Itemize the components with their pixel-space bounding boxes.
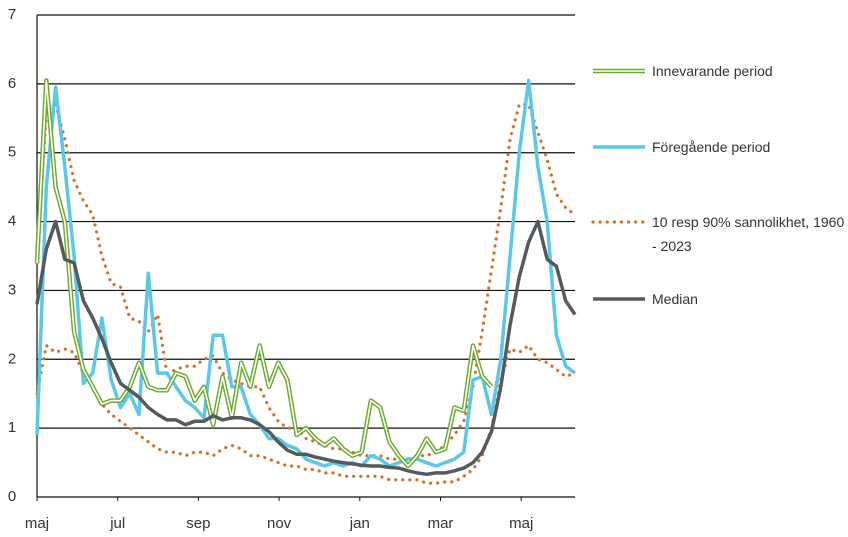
legend-label: Föregående period	[652, 139, 771, 155]
x-tick-label: mar	[428, 515, 454, 532]
y-tick-label: 4	[8, 213, 16, 230]
series-line-inner	[36, 79, 493, 467]
y-tick-label: 5	[8, 144, 16, 161]
legend-label: Innevarande period	[652, 63, 773, 79]
y-tick-label: 7	[8, 6, 16, 23]
y-tick-label: 3	[8, 281, 16, 298]
y-tick-label: 0	[8, 488, 16, 505]
legend-label: 10 resp 90% sannolikhet, 1960 - 2023	[652, 214, 845, 254]
legend-label: Median	[652, 291, 698, 307]
y-tick-label: 6	[8, 75, 16, 92]
x-tick-label: nov	[267, 515, 292, 532]
x-tick-label: maj	[25, 515, 49, 532]
series-line	[35, 102, 577, 461]
y-tick-label: 1	[8, 419, 16, 436]
series-line	[35, 219, 577, 477]
x-tick-label: sep	[186, 515, 210, 532]
x-tick-label: jul	[109, 515, 125, 532]
series-line	[34, 78, 494, 469]
x-tick-label: jan	[349, 515, 370, 532]
x-tick-label: maj	[509, 515, 533, 532]
y-tick-label: 2	[8, 350, 16, 367]
series-line	[35, 78, 577, 468]
